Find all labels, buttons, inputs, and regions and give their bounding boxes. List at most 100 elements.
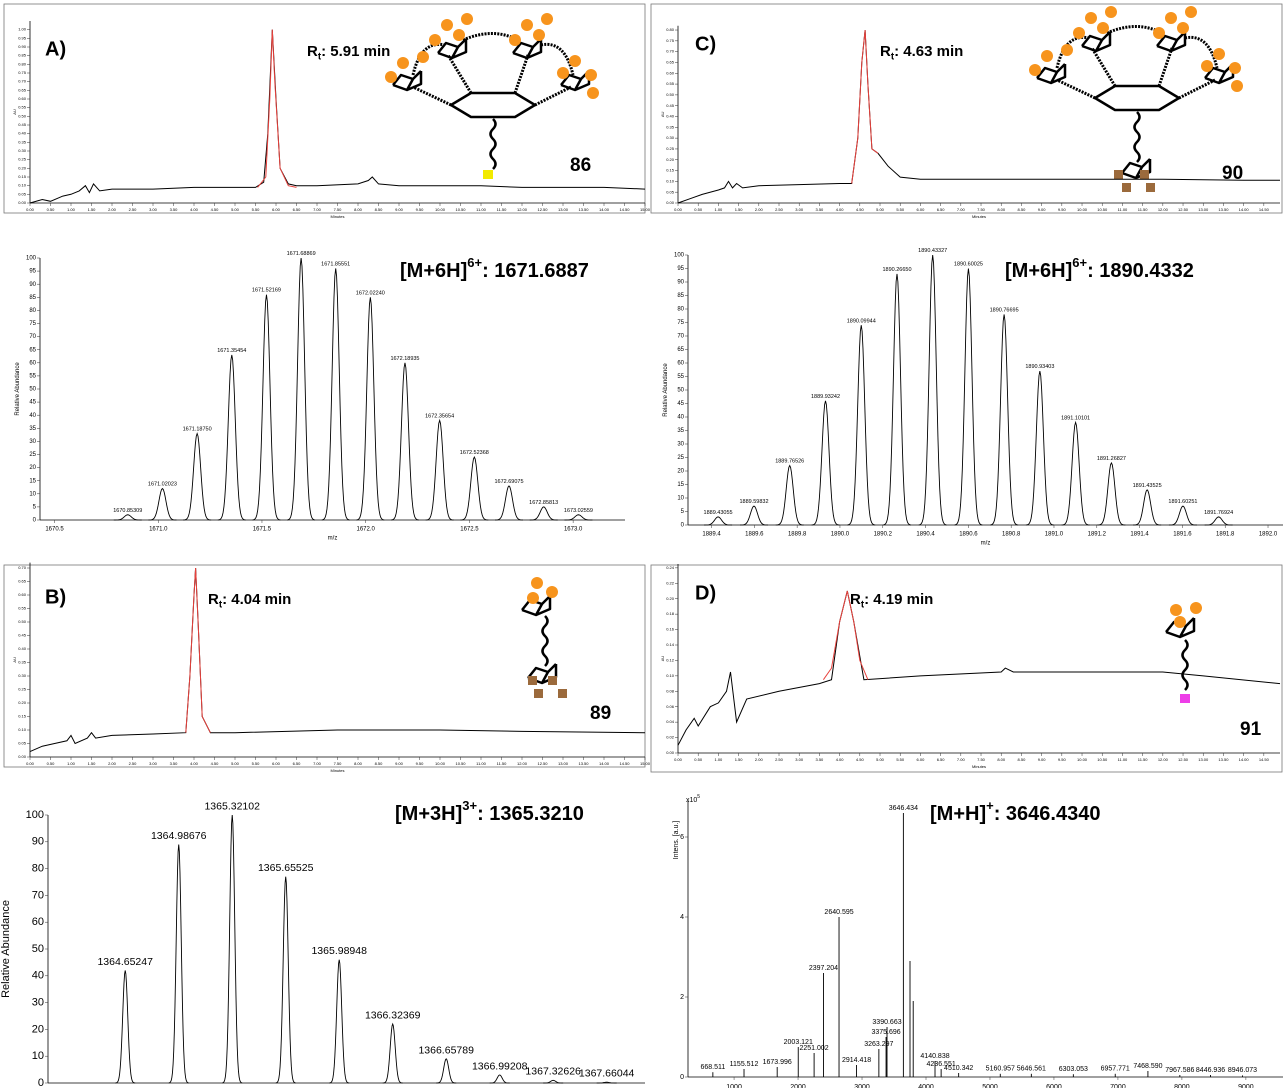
y-tick-label: 0.05 — [18, 191, 27, 196]
peak-label: 7967.586 — [1165, 1067, 1194, 1074]
y-tick-label: 0.65 — [18, 579, 27, 584]
x-tick-label: 4.00 — [190, 207, 199, 212]
x-tick-label: 12.50 — [537, 761, 548, 766]
peak — [775, 464, 804, 526]
peak-label: 1365.65525 — [258, 862, 314, 874]
y-axis-label: Relative Abundance — [663, 363, 669, 417]
y-tick-label: 0.18 — [666, 611, 675, 616]
x-tick-label: 13.00 — [1198, 757, 1209, 762]
x-tick-label: 8.50 — [375, 207, 384, 212]
peak-label: 4236.551 — [927, 1061, 956, 1068]
x-tick-label: 1.00 — [67, 761, 76, 766]
peak — [990, 314, 1019, 526]
x-tick-label: 7.50 — [977, 757, 986, 762]
y-tick-label: 0.55 — [18, 105, 27, 110]
annotation-text: R — [850, 591, 861, 608]
x-tick-label: 6.00 — [917, 757, 926, 762]
y-axis-label: AU — [12, 657, 17, 663]
peak — [1061, 420, 1090, 526]
peak — [954, 268, 983, 526]
y-tick-label: 0.05 — [18, 741, 27, 746]
y-tick-label: 0.15 — [18, 714, 27, 719]
peak-label: 1890.09944 — [847, 318, 876, 324]
x-tick-label: 9.50 — [1058, 757, 1067, 762]
y-tick-label: 35 — [29, 426, 36, 432]
y-tick-label: 100 — [26, 809, 44, 821]
peak — [704, 516, 733, 526]
x-tick-label: 1.00 — [715, 207, 724, 212]
x-tick-label: 14.50 — [619, 761, 630, 766]
x-tick-label: 10.00 — [435, 761, 446, 766]
x-tick-label: 12.00 — [517, 761, 528, 766]
y-tick-label: 40 — [29, 413, 36, 419]
y-tick-label: 0.10 — [666, 178, 675, 183]
x-tick-label: 11.50 — [1138, 757, 1148, 762]
y-tick-label: 0 — [38, 1077, 44, 1088]
x-tick-label: 1.50 — [88, 207, 97, 212]
x-tick-label: 13.00 — [558, 761, 569, 766]
peak — [529, 506, 558, 521]
sugar — [548, 676, 557, 685]
y-tick-label: 0.55 — [18, 606, 27, 611]
y-tick-label: 50 — [29, 387, 36, 393]
y-tick-label: 0.95 — [18, 35, 27, 40]
y-tick-label: 20 — [32, 1023, 44, 1035]
y-tick-label: 0.00 — [666, 200, 675, 205]
y-unit-sup: 5 — [697, 794, 700, 800]
y-tick-label: 70 — [29, 334, 36, 340]
x-tick-label: 2.00 — [108, 207, 117, 212]
y-tick-label: 0.16 — [666, 627, 675, 632]
x-tick-label: 0.50 — [47, 761, 56, 766]
annotation-text: : 1671.6887 — [482, 260, 589, 282]
x-axis-label: Minutes — [330, 768, 344, 773]
peak — [494, 485, 524, 521]
x-tick-label: 4.00 — [836, 757, 845, 762]
peak-label: 1891.76924 — [1204, 510, 1233, 516]
y-tick-label: 0 — [681, 523, 685, 529]
x-tick-label: 7.00 — [957, 757, 966, 762]
x-tick-label: 7.00 — [313, 207, 322, 212]
x-tick-label: 13.50 — [578, 761, 589, 766]
x-tick-label: 0.00 — [674, 207, 683, 212]
glycan-core — [385, 13, 599, 169]
x-tick-label: 3000 — [854, 1084, 870, 1088]
x-tick-label: 1.50 — [735, 207, 744, 212]
y-tick-label: 0.20 — [666, 596, 675, 601]
y-tick-label: 0.50 — [18, 113, 27, 118]
y-tick-label: 0.70 — [18, 79, 27, 84]
y-tick-label: 0.45 — [18, 633, 27, 638]
y-tick-label: 6 — [680, 834, 684, 841]
peak-label: 1155.512 — [730, 1061, 759, 1068]
x-tick-label: 2.50 — [775, 207, 784, 212]
y-tick-label: 75 — [29, 321, 36, 327]
y-tick-label: 15 — [677, 482, 684, 488]
x-tick-label: 1000 — [726, 1084, 742, 1088]
x-tick-label: 9.00 — [395, 761, 404, 766]
y-tick-label: 100 — [674, 253, 685, 259]
x-tick-label: 9.00 — [395, 207, 404, 212]
sugar — [527, 592, 539, 604]
peak-label: 1671.35454 — [217, 348, 246, 354]
peak — [382, 1022, 403, 1084]
y-tick-label: 0.12 — [666, 657, 675, 662]
y-tick-label: 95 — [677, 266, 684, 272]
peak — [168, 844, 189, 1084]
peak-label: 3375.696 — [871, 1029, 900, 1036]
x-tick-label: 1891.2 — [1088, 532, 1107, 538]
y-tick-label: 0.20 — [666, 157, 675, 162]
panel-frame — [3, 3, 646, 214]
peak-label: 1366.32369 — [365, 1009, 421, 1021]
peak — [115, 970, 136, 1084]
x-tick-label: 1889.4 — [702, 532, 721, 538]
y-tick-label: 0.60 — [666, 70, 675, 75]
x-tick-label: 1671.0 — [149, 527, 168, 533]
y-tick-label: 0.35 — [18, 660, 27, 665]
peak-label: 1889.43055 — [704, 510, 733, 516]
y-tick-label: 80 — [32, 863, 44, 875]
panel-label: C) — [695, 33, 716, 55]
y-tick-label: 0.25 — [18, 157, 27, 162]
x-tick-label: 11.00 — [476, 761, 486, 766]
x-tick-label: 3.50 — [170, 207, 179, 212]
y-tick-label: 40 — [32, 970, 44, 982]
x-tick-label: 8.00 — [997, 757, 1006, 762]
